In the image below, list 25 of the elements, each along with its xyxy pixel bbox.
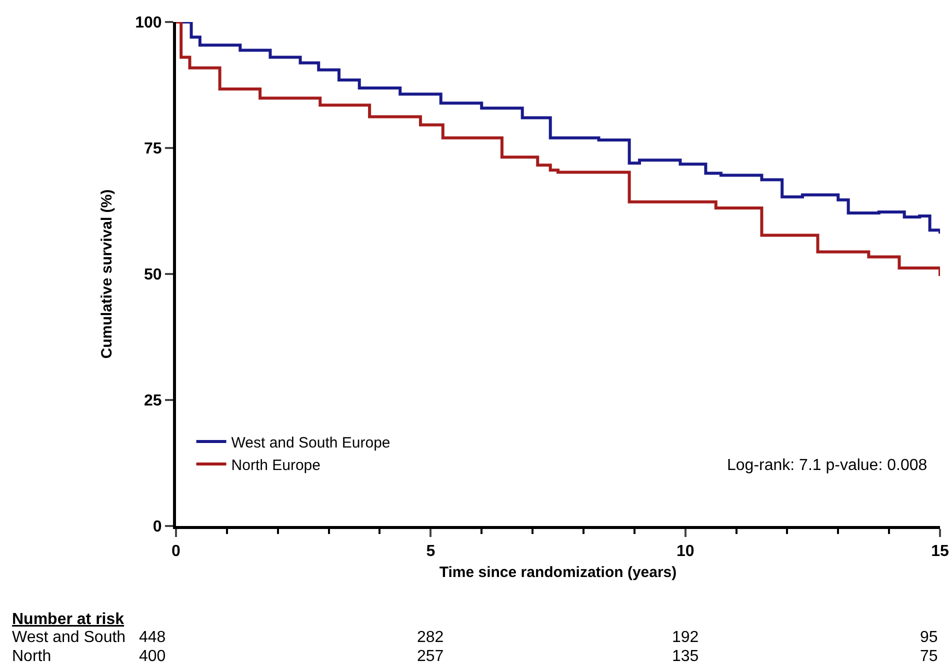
x-tick-label: 15 — [931, 543, 949, 560]
x-tick-label: 5 — [426, 543, 436, 560]
y-axis-title: Cumulative survival (%) — [98, 189, 116, 359]
legend-label: West and South Europe — [231, 434, 390, 452]
annotation: Log-rank: 7.1 p-value: 0.008 — [727, 457, 928, 474]
text: Number at risk — [12, 611, 124, 628]
x-axis-title: Time since randomization (years) — [439, 564, 677, 582]
text: 95 — [920, 629, 938, 646]
text: 282 — [417, 629, 444, 646]
text: West and South — [12, 629, 126, 646]
text: 448 — [139, 629, 166, 646]
text: 192 — [672, 629, 699, 646]
y-tick-label: 75 — [144, 140, 162, 158]
y-tick-label: 50 — [144, 266, 162, 284]
x-tick-label: 10 — [676, 543, 694, 560]
y-tick-label: 0 — [152, 518, 162, 536]
x-tick-label: 0 — [172, 543, 181, 560]
text: North — [12, 648, 52, 665]
y-tick-label: 25 — [144, 392, 162, 410]
y-tick-label: 100 — [135, 14, 162, 32]
text: 257 — [417, 648, 444, 665]
text: 400 — [139, 648, 166, 665]
text: 75 — [920, 648, 938, 665]
text: 135 — [672, 648, 699, 665]
legend-label: North Europe — [231, 456, 320, 474]
